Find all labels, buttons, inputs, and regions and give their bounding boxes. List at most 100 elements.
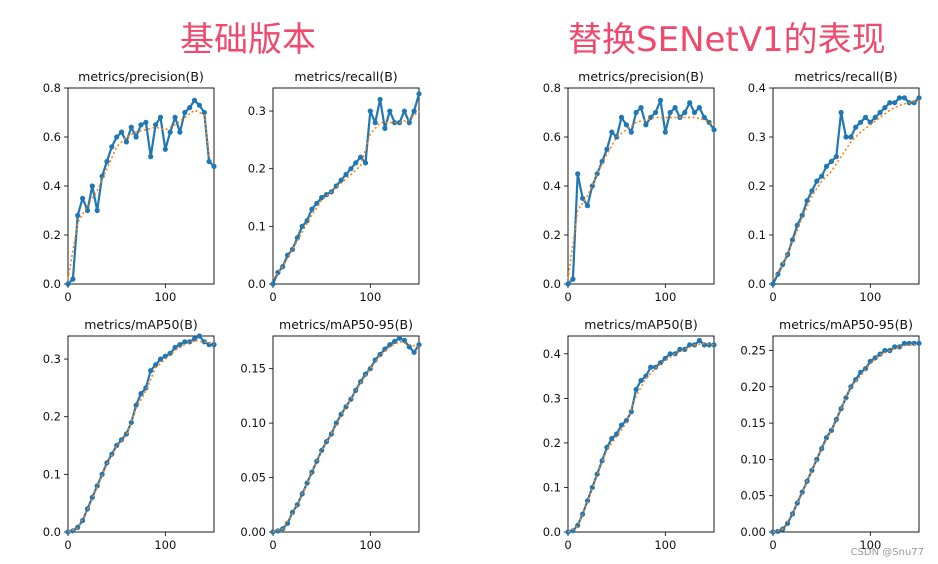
data-point [657, 360, 664, 366]
data-point [401, 337, 407, 343]
data-point [706, 342, 712, 348]
y-tick-label: 0.00 [740, 525, 766, 539]
data-point [162, 353, 168, 359]
data-point [882, 347, 888, 354]
x-tick-label: 0 [64, 538, 71, 552]
data-point [182, 339, 188, 345]
data-point [387, 342, 393, 348]
data-point [892, 100, 898, 106]
data-point [270, 281, 276, 287]
data-point [157, 114, 164, 120]
chart-senet-precision: metrics/precision(B) 0.0 0.2 0.4 0.6 0.8 0 100 [543, 69, 717, 304]
data-point [814, 178, 820, 184]
data-point [377, 351, 383, 358]
data-point [109, 144, 115, 150]
data-point [358, 154, 364, 160]
x-tick-label: 100 [859, 538, 881, 552]
data-point [138, 122, 144, 128]
series-line-smooth [772, 99, 920, 280]
data-point [75, 212, 81, 218]
data-point [916, 95, 922, 101]
data-point [323, 439, 330, 445]
data-point [584, 203, 591, 209]
data-point [187, 105, 193, 111]
y-tick-label: 0.05 [740, 489, 766, 503]
y-tick-label: 0.2 [43, 410, 61, 424]
y-tick-label: 0.0 [748, 277, 766, 291]
data-point [89, 183, 95, 189]
data-point [809, 188, 815, 194]
data-point [348, 166, 354, 172]
data-point [148, 368, 154, 374]
data-point [309, 206, 315, 212]
data-point [94, 207, 100, 214]
chart-title: metrics/mAP50-95(B) [279, 317, 413, 332]
data-point [153, 362, 159, 368]
y-tick-label: 0.0 [248, 277, 266, 291]
x-tick-label: 100 [654, 290, 676, 304]
group-title-baseline: 基础版本 [180, 20, 316, 60]
data-point [201, 109, 207, 116]
data-point [148, 154, 154, 160]
data-point [362, 371, 369, 377]
y-tick-label: 0.1 [248, 219, 266, 233]
data-point [396, 335, 403, 341]
data-point [862, 114, 869, 120]
series-line-smooth [67, 339, 215, 533]
data-point [167, 129, 173, 135]
data-point [319, 194, 325, 201]
data-point [75, 524, 81, 530]
data-point [823, 163, 830, 169]
data-point [696, 337, 702, 344]
data-point [294, 502, 300, 508]
x-tick-label: 0 [769, 290, 776, 304]
data-point [877, 109, 883, 116]
data-point [858, 119, 864, 125]
data-point [775, 271, 781, 277]
data-point [819, 173, 825, 179]
data-point [614, 431, 620, 437]
data-point [167, 350, 173, 356]
y-tick-label: 0.05 [240, 471, 266, 485]
y-tick-label: 0.25 [740, 344, 766, 358]
chart-senet-recall: metrics/recall(B) 0.0 0.1 0.2 0.3 0.4 0 100 [748, 69, 922, 304]
data-point [565, 281, 571, 287]
data-point [853, 124, 859, 130]
data-point [392, 120, 398, 126]
data-point [406, 120, 412, 126]
data-point [201, 339, 207, 345]
y-tick-label: 0.15 [740, 416, 766, 430]
data-point [416, 91, 422, 97]
data-point [172, 114, 178, 120]
data-point [843, 134, 849, 140]
data-point [833, 154, 839, 160]
x-tick-label: 0 [269, 290, 276, 304]
data-point [133, 402, 139, 408]
y-tick-label: 0.3 [748, 130, 766, 144]
data-point [643, 373, 649, 379]
data-point [177, 342, 183, 348]
data-point [584, 498, 591, 504]
data-point [638, 105, 644, 111]
data-point [916, 340, 922, 346]
x-tick-label: 0 [269, 538, 276, 552]
data-point [65, 281, 71, 287]
data-point [123, 431, 129, 437]
data-point [143, 385, 149, 391]
data-point [633, 386, 639, 393]
y-tick-label: 0.20 [740, 380, 766, 394]
data-point [570, 276, 576, 282]
data-point [770, 281, 776, 287]
data-point [211, 163, 217, 169]
data-point [406, 344, 412, 350]
y-tick-label: 0.0 [543, 277, 561, 291]
x-tick-label: 100 [359, 290, 381, 304]
y-tick-label: 0.2 [248, 162, 266, 176]
x-tick-label: 0 [564, 290, 571, 304]
chart-title: metrics/recall(B) [794, 69, 897, 84]
y-tick-label: 0.4 [43, 179, 61, 193]
y-tick-label: 0.0 [543, 525, 561, 539]
data-point [118, 129, 125, 135]
y-tick-label: 0.3 [543, 391, 561, 405]
data-point [80, 195, 86, 201]
